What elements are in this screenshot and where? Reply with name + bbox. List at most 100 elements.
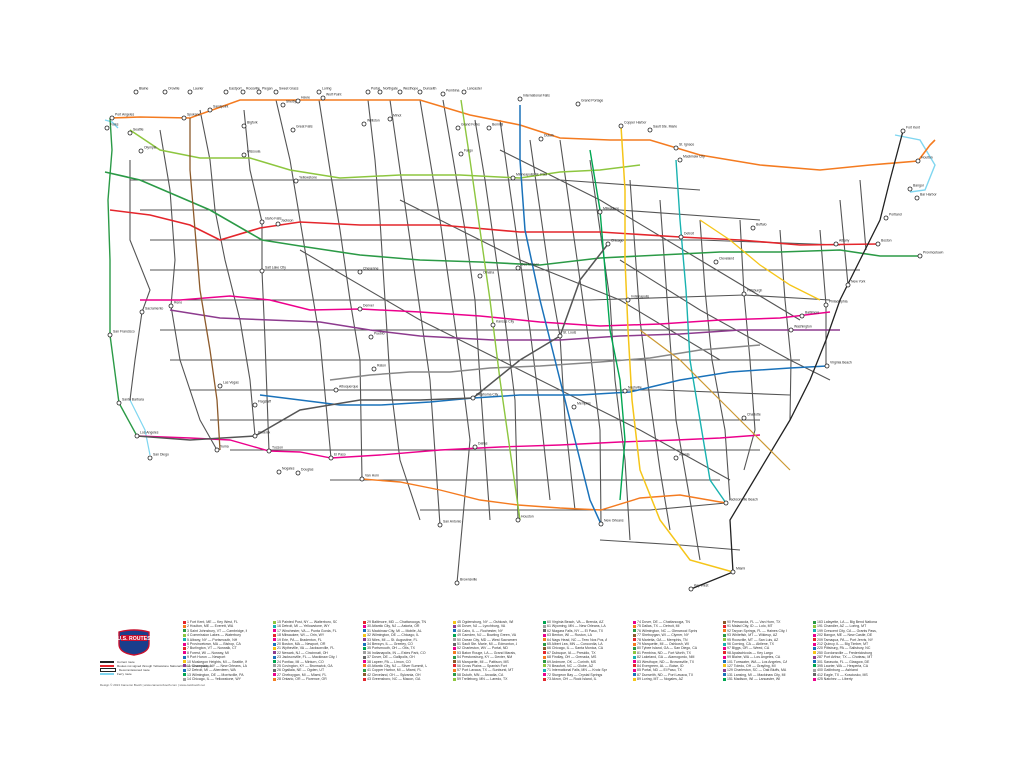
route-table-label: 15 Painted Post, NY — Walterboro, SC [277, 620, 337, 624]
city-label: Yuma [220, 445, 229, 449]
route-line [129, 160, 151, 401]
route-table-column: 90 Pensacola, FL — Van Horn, TX 91 Malad … [723, 620, 787, 681]
route-table-label: 34 Berwyn, IL — Greeley, CO [367, 641, 413, 646]
station-marker [387, 116, 393, 122]
route-table-label: 163 Lafayette, LA — Big Bend National Pa… [817, 620, 877, 624]
station-marker [241, 152, 247, 158]
station-marker [713, 259, 719, 265]
route-color-swatch [723, 655, 726, 659]
route-color-swatch [453, 677, 456, 681]
route-table-row: 77 Sheboygan, WI — Clymer, NY [633, 633, 697, 637]
route-line [329, 344, 761, 381]
route-table-label: 75 Dallas, TX — Detroit, MI [637, 624, 680, 629]
route-table-row: 25 Covington, KY — Brunswick, GA [273, 664, 337, 668]
city-label: Jacksonville Beach [729, 498, 758, 502]
route-color-swatch [543, 629, 546, 633]
route-table-row: 28 Ontario, OR — Florence, OR [273, 677, 337, 681]
station-marker [741, 291, 747, 297]
station-marker [295, 98, 301, 104]
route-color-swatch [273, 664, 276, 668]
route-table-column: 163 Lafayette, LA — Big Bend National Pa… [813, 620, 877, 681]
station-marker [365, 89, 371, 95]
route-table-label: 78 Marietta, GA — Memphis, TN [637, 637, 688, 642]
route-table-label: 63 Benton, WI — Ruston, LA [547, 633, 592, 638]
route-color-swatch [273, 633, 276, 637]
route-color-swatch [183, 664, 186, 668]
city-label: Duluth [544, 134, 554, 138]
route-table-label: 96 Corning, CA — Abilene, TX [727, 641, 775, 646]
route-table-label: 66 Chicago, IL — Santa Monica, CA [547, 646, 604, 651]
station-marker [454, 580, 460, 586]
station-marker [320, 95, 326, 101]
route-table-label: 24 Pontiac, MI — Minturn, CO [277, 659, 324, 664]
city-label: Albuquerque [339, 385, 358, 389]
route-color-swatch [813, 624, 816, 628]
route-table-label: 55 Marquette, MI — Pattison, MS [457, 659, 509, 664]
route-table-label: 57 Port Lavaca, TX — Sunburst, MT [457, 668, 514, 673]
station-marker [741, 415, 747, 421]
station-marker [622, 388, 628, 394]
station-marker [677, 157, 683, 163]
route-table-row: 209 Tamaqua, PA — Port Jervis, NY [813, 638, 877, 642]
station-marker [907, 186, 913, 192]
route-color-swatch [183, 668, 186, 672]
city-label: Key West [694, 584, 709, 588]
station-marker [273, 89, 279, 95]
route-table-row: 17 Winchester, VA — Punta Gorda, FL [273, 629, 337, 633]
station-marker [788, 327, 794, 333]
station-marker [138, 148, 144, 154]
route-table-row: 92 Tarpon Springs, FL — Haines City, FL [723, 629, 787, 633]
route-table-label: 250 Gordonsville — Fredericksburg [817, 650, 873, 655]
station-marker [181, 115, 187, 121]
city-label: Grand Portage [581, 99, 603, 103]
route-table-label: 45 Ogdensburg, NY — Oshkosh, WI [457, 620, 514, 624]
station-marker [799, 313, 805, 319]
station-marker [678, 234, 684, 240]
route-table-row: 34 Berwyn, IL — Greeley, CO [363, 642, 427, 646]
city-label: Charlotte [747, 413, 761, 417]
city-label: New Orleans [604, 519, 624, 523]
city-label: Oroville [168, 87, 180, 91]
route-table-row: 58 Duluth, MN — Arcadia, CA [453, 673, 517, 677]
route-table-row: 64 Nags Head, NC — Teec Nos Pos, AZ [543, 638, 607, 642]
route-table-row: 40 Atlantic City, NJ — Silver Summit, UT [363, 664, 427, 668]
route-line [599, 539, 741, 551]
route-color-swatch [633, 620, 636, 624]
legend-key-item: Routes not signed through Yellowstone Na… [100, 664, 212, 668]
route-table-label: 49 Camden, NJ — Bowling Green, VA [457, 633, 517, 638]
city-label: Houlton [921, 156, 933, 160]
station-marker [875, 241, 881, 247]
route-table-label: 25 Covington, KY — Brunswick, GA [277, 663, 333, 668]
route-table-label: 127 Toledo, OH — Grayling, MI [727, 663, 776, 668]
station-markers [104, 89, 923, 592]
route-color-swatch [363, 677, 366, 681]
city-label: San Antonio [443, 520, 461, 524]
route-color-swatch [273, 677, 276, 681]
route-table-label: 99 Blaine, WA — Los Angeles, CA [727, 655, 781, 660]
route-color-swatch [723, 620, 726, 624]
route-line [620, 125, 734, 573]
ferry-route [104, 119, 119, 129]
station-marker [295, 470, 301, 476]
city-label: Denver [363, 304, 375, 308]
station-marker [252, 402, 258, 408]
city-label: Sacramento [145, 307, 163, 311]
route-table-label: 61 Wyoming, MN — New Orleans, LA [547, 624, 606, 629]
city-label: Salt Lake City [265, 266, 286, 270]
route-color-swatch [813, 629, 816, 633]
route-table-label: 43 Greensboro, NC — Macon, GA [367, 677, 421, 682]
route-color-swatch [453, 638, 456, 642]
route-table-row: 32 Wilmington, DE — Chicago, IL [363, 633, 427, 637]
route-table-row: 33 Niles, MI — St. Augustine, FL [363, 638, 427, 642]
route-color-swatch [633, 624, 636, 628]
route-table-row: 5 Albany, NY — Portsmouth, NH [183, 638, 247, 642]
route-color-swatch [633, 646, 636, 650]
route-table-row: 79 Marquette, MI — Oshkosh, WI [633, 642, 697, 646]
route-table-label: 5 Albany, NY — Portsmouth, NH [187, 637, 238, 642]
station-marker [461, 89, 467, 95]
station-marker [256, 89, 262, 95]
city-label: Dunseith [423, 87, 436, 91]
route-line [699, 219, 821, 301]
route-line [361, 478, 727, 511]
